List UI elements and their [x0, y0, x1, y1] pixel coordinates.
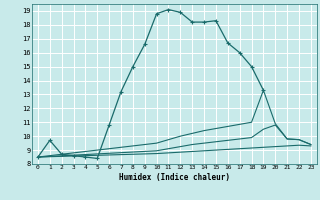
X-axis label: Humidex (Indice chaleur): Humidex (Indice chaleur) [119, 173, 230, 182]
